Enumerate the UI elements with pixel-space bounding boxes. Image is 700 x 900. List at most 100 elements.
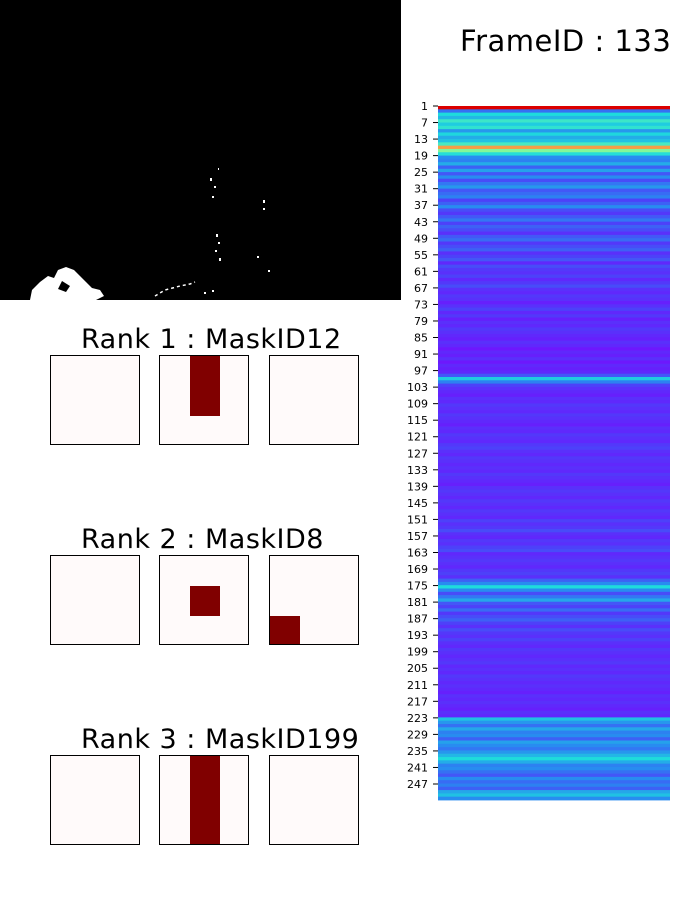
heatmap-row (438, 720, 670, 725)
heatmap-row (438, 218, 670, 223)
heatmap-row (438, 773, 670, 778)
heatmap-tick-label: 85 (414, 332, 428, 345)
heatmap-row (438, 155, 670, 160)
heatmap-row (438, 535, 670, 540)
heatmap-row (438, 320, 670, 325)
heatmap-row (438, 449, 670, 454)
frame-id-label: FrameID : 133 (460, 24, 672, 58)
heatmap-row (438, 796, 670, 801)
heatmap-tick-label: 217 (407, 695, 428, 708)
heatmap-row (438, 297, 670, 302)
heatmap-row (438, 208, 670, 213)
mask-block (190, 586, 220, 616)
heatmap-row (438, 310, 670, 315)
heatmap-row (438, 426, 670, 431)
heatmap-row (438, 469, 670, 474)
heatmap-tick-label: 43 (414, 216, 428, 229)
rank-1-cell-2 (159, 355, 249, 445)
heatmap-tick-label: 229 (407, 728, 428, 741)
heatmap-row (438, 324, 670, 328)
heatmap-row (438, 224, 670, 229)
heatmap-row (438, 525, 670, 530)
heatmap-row (438, 429, 670, 434)
heatmap-row (438, 294, 670, 299)
heatmap-row (438, 353, 670, 358)
heatmap-row (438, 585, 670, 589)
heatmap-row (438, 446, 670, 451)
heatmap-tick-label: 205 (407, 662, 428, 675)
heatmap-row (438, 443, 670, 447)
heatmap-row (438, 360, 670, 365)
heatmap-row (438, 694, 670, 698)
heatmap-row (438, 687, 670, 692)
heatmap-row (438, 241, 670, 246)
heatmap-row (438, 178, 670, 183)
heatmap-row (438, 786, 670, 791)
heatmap-row (438, 264, 670, 269)
heatmap-row (438, 340, 670, 345)
heatmap-row (438, 261, 670, 266)
heatmap-row (438, 671, 670, 675)
rank-2-cell-3 (269, 555, 359, 645)
heatmap-row (438, 538, 670, 543)
heatmap-tick-label: 13 (414, 133, 428, 146)
heatmap-row (438, 459, 670, 464)
heatmap-row (438, 780, 670, 784)
heatmap-row (438, 783, 670, 788)
heatmap-row (438, 733, 670, 738)
heatmap-tick-label: 67 (414, 282, 428, 295)
heatmap-tick-label: 19 (414, 150, 428, 163)
heatmap-row (438, 191, 670, 196)
heatmap-row (438, 462, 670, 467)
heatmap-row (438, 393, 670, 398)
heatmap-row (438, 185, 670, 190)
heatmap-row (438, 132, 670, 137)
heatmap-row (438, 737, 670, 741)
heatmap-row (438, 258, 670, 262)
heatmap-row (438, 396, 670, 401)
heatmap-row (438, 390, 670, 394)
heatmap-tick-label: 223 (407, 712, 428, 725)
heatmap-row (438, 707, 670, 712)
heatmap-row (438, 115, 670, 120)
heatmap-row (438, 753, 670, 758)
mask-image-icon (0, 0, 401, 300)
heatmap-row (438, 763, 670, 768)
heatmap-row (438, 376, 670, 381)
heatmap-row (438, 211, 670, 216)
heatmap-tick-label: 175 (407, 580, 428, 593)
heatmap-tick-label: 103 (407, 381, 428, 394)
heatmap-row (438, 581, 670, 586)
heatmap-row (438, 747, 670, 751)
heatmap-row (438, 158, 670, 163)
heatmap-row (438, 667, 670, 672)
heatmap-row (438, 664, 670, 669)
heatmap-tick-label: 247 (407, 778, 428, 791)
heatmap-row (438, 380, 670, 384)
heatmap-row (438, 119, 670, 123)
heatmap-row (438, 347, 670, 351)
heatmap-row (438, 476, 670, 480)
heatmap-row (438, 740, 670, 745)
heatmap-row (438, 509, 670, 513)
heatmap-tick-label: 151 (407, 513, 428, 526)
heatmap-row (438, 472, 670, 477)
heatmap-row (438, 248, 670, 252)
heatmap-tick-label: 145 (407, 497, 428, 510)
heatmap-tick-label: 31 (414, 183, 428, 196)
heatmap-row (438, 188, 670, 193)
heatmap-row (438, 403, 670, 408)
heatmap-row (438, 651, 670, 655)
heatmap-row (438, 370, 670, 375)
heatmap-tick-label: 181 (407, 596, 428, 609)
heatmap-row (438, 244, 670, 249)
heatmap-row (438, 406, 670, 411)
heatmap-tick-label: 121 (407, 431, 428, 444)
heatmap-tick-label: 49 (414, 232, 428, 245)
heatmap-row (438, 512, 670, 517)
heatmap-row (438, 641, 670, 646)
heatmap-row (438, 624, 670, 629)
heatmap-row (438, 135, 670, 140)
heatmap-row (438, 281, 670, 285)
heatmap-row (438, 674, 670, 679)
